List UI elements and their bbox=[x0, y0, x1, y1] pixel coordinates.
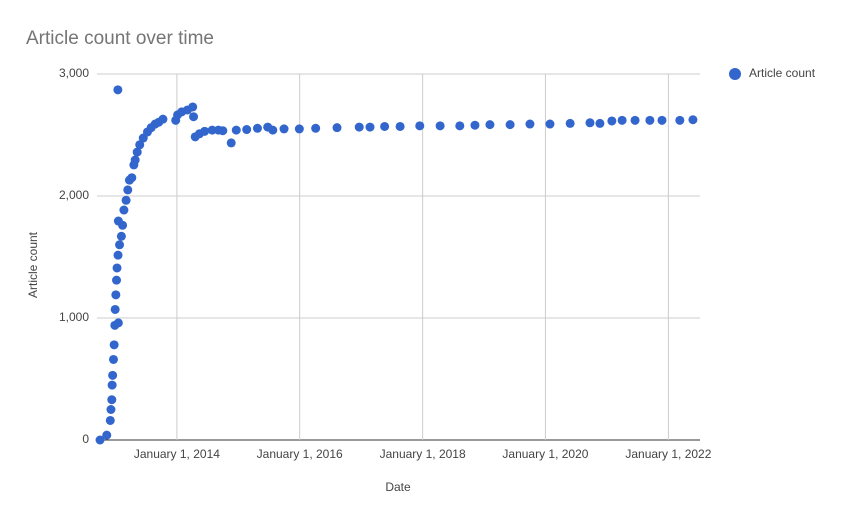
x-tick-label: January 1, 2020 bbox=[502, 447, 588, 461]
point bbox=[113, 318, 123, 328]
point bbox=[268, 125, 278, 135]
legend-label: Article count bbox=[749, 66, 816, 80]
point bbox=[102, 430, 112, 440]
point bbox=[395, 121, 405, 131]
y-tick-label: 1,000 bbox=[59, 310, 89, 324]
point bbox=[158, 114, 168, 124]
point bbox=[279, 124, 289, 134]
point bbox=[380, 121, 390, 131]
point bbox=[112, 263, 122, 273]
point bbox=[505, 120, 515, 130]
point bbox=[294, 124, 304, 134]
point bbox=[435, 121, 445, 131]
point bbox=[113, 85, 123, 95]
point bbox=[525, 119, 535, 129]
point bbox=[218, 126, 228, 136]
point bbox=[207, 125, 217, 135]
legend-marker bbox=[729, 68, 741, 80]
point bbox=[121, 195, 131, 205]
point bbox=[455, 121, 465, 131]
chart-title: Article count over time bbox=[26, 28, 214, 49]
x-tick-label: January 1, 2014 bbox=[134, 447, 220, 461]
point bbox=[123, 185, 133, 195]
point bbox=[95, 435, 105, 445]
point bbox=[135, 140, 145, 150]
point bbox=[112, 275, 122, 285]
y-tick-label: 0 bbox=[82, 432, 89, 446]
point bbox=[607, 116, 617, 126]
point bbox=[485, 120, 495, 130]
point bbox=[354, 122, 364, 132]
x-tick-label: January 1, 2018 bbox=[380, 447, 466, 461]
point bbox=[118, 220, 128, 230]
point bbox=[110, 304, 120, 314]
point bbox=[365, 122, 375, 132]
x-tick-label: January 1, 2016 bbox=[257, 447, 343, 461]
point bbox=[332, 123, 342, 133]
point bbox=[111, 290, 121, 300]
point bbox=[617, 115, 627, 125]
point bbox=[595, 118, 605, 128]
point bbox=[119, 205, 129, 215]
point bbox=[116, 231, 126, 241]
y-tick-label: 2,000 bbox=[59, 188, 89, 202]
point bbox=[585, 118, 595, 128]
point bbox=[675, 115, 685, 125]
point bbox=[107, 380, 117, 390]
point bbox=[226, 138, 236, 148]
point bbox=[109, 340, 119, 350]
point bbox=[113, 250, 123, 260]
y-axis-label: Article count bbox=[26, 231, 40, 298]
point bbox=[565, 118, 575, 128]
point bbox=[311, 123, 321, 133]
point bbox=[127, 173, 137, 183]
point bbox=[415, 121, 425, 131]
point bbox=[107, 395, 117, 405]
point bbox=[645, 115, 655, 125]
point bbox=[130, 155, 140, 165]
point bbox=[105, 415, 115, 425]
point bbox=[200, 126, 210, 136]
point bbox=[688, 115, 698, 125]
point bbox=[630, 115, 640, 125]
point bbox=[108, 370, 118, 380]
point bbox=[115, 240, 125, 250]
point bbox=[231, 125, 241, 135]
point bbox=[132, 147, 142, 157]
y-tick-label: 3,000 bbox=[59, 66, 89, 80]
point bbox=[252, 123, 262, 133]
point bbox=[188, 102, 198, 112]
point bbox=[106, 405, 116, 414]
point bbox=[108, 354, 118, 364]
x-axis-label: Date bbox=[385, 480, 411, 494]
point bbox=[545, 119, 555, 129]
point bbox=[657, 115, 667, 125]
x-tick-label: January 1, 2022 bbox=[625, 447, 711, 461]
point bbox=[470, 120, 480, 130]
point bbox=[242, 125, 252, 135]
point bbox=[189, 112, 199, 122]
